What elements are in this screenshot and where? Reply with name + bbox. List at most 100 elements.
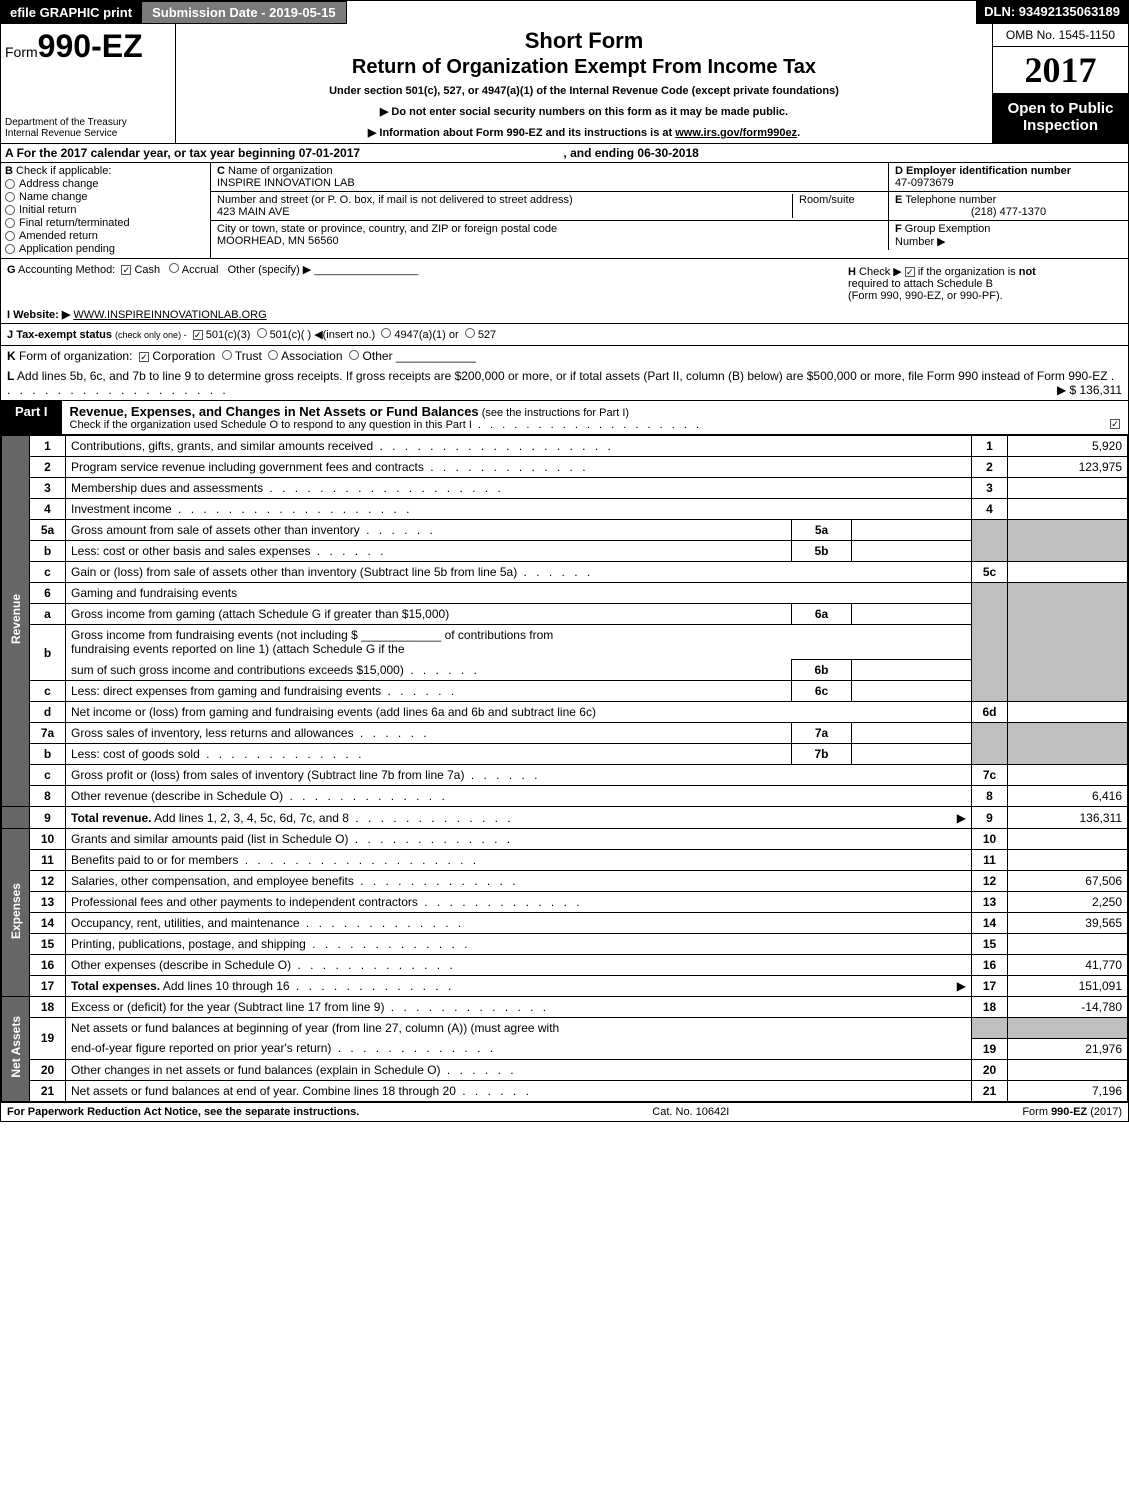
row-box: 5c xyxy=(972,562,1008,583)
table-row: Expenses 10 Grants and similar amounts p… xyxy=(2,829,1128,850)
row-desc: Less: cost or other basis and sales expe… xyxy=(71,544,310,558)
dots xyxy=(517,565,593,579)
dots xyxy=(472,419,702,431)
shaded-cell xyxy=(972,1018,1008,1039)
h-text3: required to attach Schedule B xyxy=(848,278,993,290)
section-j: J Tax-exempt status (check only one) - 5… xyxy=(1,324,1128,346)
radio-501c-icon[interactable] xyxy=(257,328,267,338)
inner-value xyxy=(852,604,972,625)
row-desc: Gross profit or (loss) from sales of inv… xyxy=(71,768,464,782)
website-value[interactable]: WWW.INSPIREINNOVATIONLAB.ORG xyxy=(73,309,266,321)
dots xyxy=(172,502,413,516)
section-j-sub: (check only one) - xyxy=(115,330,187,340)
j-o4: 527 xyxy=(478,329,496,341)
section-l-label: L xyxy=(7,369,14,383)
row-box: 18 xyxy=(972,997,1008,1018)
shaded-cell xyxy=(1008,520,1128,562)
dots xyxy=(310,544,386,558)
radio-other-icon[interactable] xyxy=(349,350,359,360)
street-value: 423 MAIN AVE xyxy=(217,206,792,218)
row-value xyxy=(1008,499,1128,520)
street-row: Number and street (or P. O. box, if mail… xyxy=(211,192,888,221)
efile-print-button[interactable]: efile GRAPHIC print xyxy=(1,1,141,24)
page-footer: For Paperwork Reduction Act Notice, see … xyxy=(1,1102,1128,1121)
check-application-pending[interactable]: Application pending xyxy=(5,243,206,255)
checkbox-corp-icon[interactable] xyxy=(139,352,149,362)
table-row: 4 Investment income 4 xyxy=(2,499,1128,520)
radio-icon xyxy=(5,231,15,241)
section-l-value: ▶ $ 136,311 xyxy=(1057,383,1122,397)
check-name-change[interactable]: Name change xyxy=(5,191,206,203)
checkbox-schedule-o-icon[interactable] xyxy=(1110,419,1120,429)
row-desc: Less: cost of goods sold xyxy=(71,747,200,761)
footer-right-form: 990-EZ xyxy=(1051,1106,1087,1118)
section-b-label: B xyxy=(5,165,13,177)
section-f-label: F xyxy=(895,223,902,235)
dots xyxy=(464,768,540,782)
k-corp: Corporation xyxy=(152,349,215,363)
row-box: 20 xyxy=(972,1059,1008,1080)
dots xyxy=(373,439,614,453)
row-desc: Less: direct expenses from gaming and fu… xyxy=(71,684,381,698)
row-num: 20 xyxy=(30,1059,66,1080)
radio-accrual-icon[interactable] xyxy=(169,263,179,273)
netassets-side-label: Net Assets xyxy=(2,997,30,1102)
row-box: 12 xyxy=(972,871,1008,892)
table-row: 13 Professional fees and other payments … xyxy=(2,892,1128,913)
check-final-label: Final return/terminated xyxy=(19,217,130,229)
check-addr-label: Address change xyxy=(19,178,99,190)
row-desc: Membership dues and assessments xyxy=(71,481,263,495)
irs-link[interactable]: www.irs.gov/form990ez xyxy=(675,127,797,139)
under-section: Under section 501(c), 527, or 4947(a)(1)… xyxy=(184,85,984,97)
dept-irs: Internal Revenue Service xyxy=(5,128,171,139)
row-desc: Professional fees and other payments to … xyxy=(71,895,418,909)
form-header: Form990-EZ Department of the Treasury In… xyxy=(1,24,1128,144)
check-amended-return[interactable]: Amended return xyxy=(5,230,206,242)
check-initial-return[interactable]: Initial return xyxy=(5,204,206,216)
table-row: 20 Other changes in net assets or fund b… xyxy=(2,1059,1128,1080)
accrual-label: Accrual xyxy=(182,264,219,276)
row-num: 8 xyxy=(30,786,66,807)
radio-trust-icon[interactable] xyxy=(222,350,232,360)
form-number-text: 990-EZ xyxy=(38,28,143,64)
section-d-label: D xyxy=(895,165,903,177)
dln-label: DLN: 93492135063189 xyxy=(976,1,1128,24)
checkbox-501c3-icon[interactable] xyxy=(193,330,203,340)
dots xyxy=(441,1063,517,1077)
row-value xyxy=(1008,702,1128,723)
shaded-cell xyxy=(972,520,1008,562)
section-c: C Name of organization INSPIRE INNOVATIO… xyxy=(211,163,888,258)
check-amended-label: Amended return xyxy=(19,230,98,242)
table-row: Revenue 1 Contributions, gifts, grants, … xyxy=(2,436,1128,457)
checkbox-cash-icon[interactable] xyxy=(121,265,131,275)
top-bar: efile GRAPHIC print Submission Date - 20… xyxy=(1,1,1128,24)
row-num: d xyxy=(30,702,66,723)
dots xyxy=(238,853,479,867)
row-num: 13 xyxy=(30,892,66,913)
row-num: 2 xyxy=(30,457,66,478)
row-num: 17 xyxy=(30,976,66,997)
table-row: b Less: cost of goods sold 7b xyxy=(2,744,1128,765)
expenses-side-label: Expenses xyxy=(2,829,30,997)
k-other: Other xyxy=(363,349,393,363)
radio-527-icon[interactable] xyxy=(465,328,475,338)
table-row: 17 Total expenses. Add lines 10 through … xyxy=(2,976,1128,997)
row-num: 4 xyxy=(30,499,66,520)
org-info-block: B Check if applicable: Address change Na… xyxy=(1,163,1128,259)
department-info: Department of the Treasury Internal Reve… xyxy=(5,117,171,139)
dots xyxy=(384,1000,549,1014)
table-row: d Net income or (loss) from gaming and f… xyxy=(2,702,1128,723)
footer-right-suffix: (2017) xyxy=(1087,1106,1122,1118)
row-desc: Occupancy, rent, utilities, and maintena… xyxy=(71,916,300,930)
dots xyxy=(283,789,448,803)
checkbox-h-icon[interactable] xyxy=(905,267,915,277)
table-row: c Gain or (loss) from sale of assets oth… xyxy=(2,562,1128,583)
radio-assoc-icon[interactable] xyxy=(268,350,278,360)
dots xyxy=(424,460,589,474)
radio-4947-icon[interactable] xyxy=(381,328,391,338)
part-i-label: Part I xyxy=(1,401,62,434)
check-final-return[interactable]: Final return/terminated xyxy=(5,217,206,229)
form-title-box: Short Form Return of Organization Exempt… xyxy=(176,24,993,143)
check-address-change[interactable]: Address change xyxy=(5,178,206,190)
section-l: L Add lines 5b, 6c, and 7b to line 9 to … xyxy=(1,366,1128,400)
